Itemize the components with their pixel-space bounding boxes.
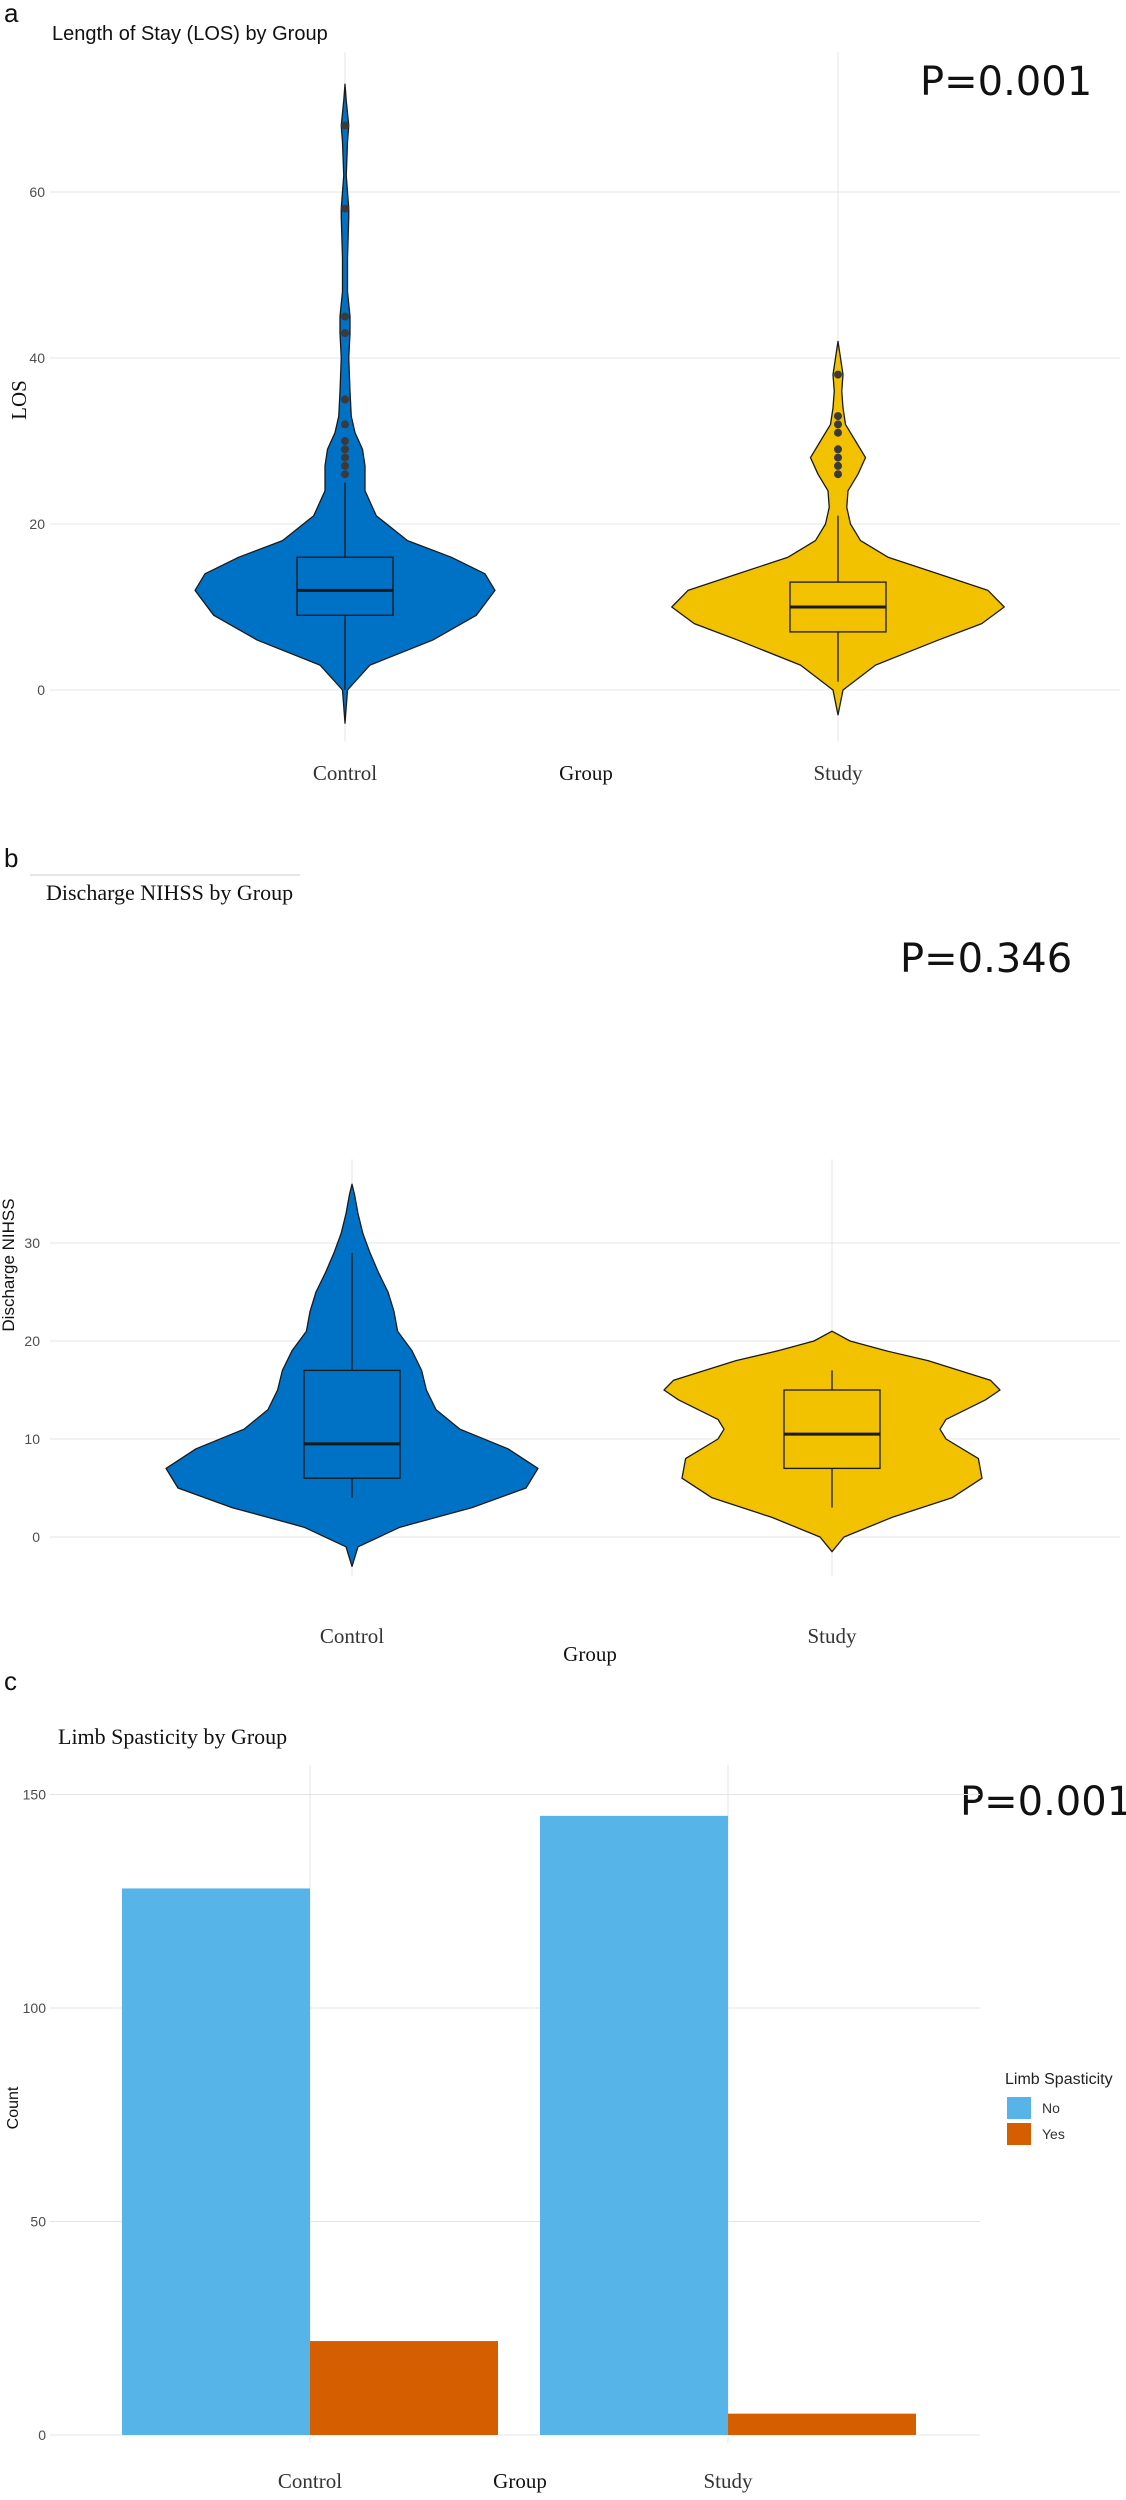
panel-c-y-label: Count [5, 2086, 22, 2129]
panel-a-x-label: Group [559, 761, 613, 785]
x-category-label: Study [807, 1624, 857, 1648]
outlier-point [341, 461, 349, 470]
y-tick-label: 0 [37, 682, 45, 698]
panel-c-spasticity: c Limb Spasticity by Group P=0.001 0 50 10… [4, 1666, 1126, 2493]
panel-b-x-label: Group [563, 1642, 617, 1666]
panel-c-legend: Limb Spasticity No Yes [1005, 2071, 1113, 2145]
y-tick-label: 20 [29, 516, 45, 532]
bar-study-no [540, 1815, 728, 2435]
panel-b-y-label: Discharge NIHSS [0, 1198, 18, 1331]
legend-label-yes: Yes [1042, 2126, 1065, 2142]
x-category-label: Control [278, 2469, 342, 2493]
panel-c-y-ticks: 0 50 100 150 [23, 1787, 47, 2444]
y-tick-label: 30 [24, 1235, 40, 1251]
y-tick-label: 10 [24, 1431, 40, 1447]
panel-c-x-label: Group [493, 2469, 547, 2493]
outlier-point [834, 445, 842, 454]
panel-a-grid [50, 52, 1120, 742]
outlier-point [341, 470, 349, 479]
outlier-point [834, 412, 842, 421]
panel-b-letter: b [4, 843, 18, 873]
outlier-point [341, 121, 349, 130]
y-tick-label: 0 [38, 2427, 46, 2443]
panel-c-p-value: P=0.001 [960, 1779, 1126, 1825]
x-category-label: Study [703, 2469, 753, 2493]
violin-control [194, 83, 496, 724]
outlier-point [341, 204, 349, 213]
panel-c-bars [122, 1815, 916, 2435]
outlier-point [834, 428, 842, 437]
iqr-box [783, 1389, 881, 1470]
legend-title: Limb Spasticity [1005, 2071, 1113, 2088]
outlier-point [341, 453, 349, 462]
iqr-box [296, 556, 394, 616]
panel-b-p-value: P=0.346 [900, 936, 1072, 982]
panel-a-boxes [296, 482, 887, 690]
outlier-point [341, 445, 349, 454]
panel-a-title: Length of Stay (LOS) by Group [52, 23, 328, 45]
panel-c-title: Limb Spasticity by Group [58, 1724, 287, 1749]
outlier-point [834, 470, 842, 479]
bar-control-no [122, 1888, 310, 2435]
outlier-point [834, 420, 842, 429]
panel-b-boxes [303, 1252, 881, 1508]
bar-study-yes [728, 2413, 916, 2435]
x-category-label: Control [313, 761, 377, 785]
y-tick-label: 20 [24, 1333, 40, 1349]
outlier-point [341, 329, 349, 338]
panel-a-los: a Length of Stay (LOS) by Group P=0.001 … [4, 0, 1120, 785]
legend-label-no: No [1042, 2100, 1060, 2116]
y-tick-label: 150 [23, 1787, 47, 1803]
panel-c-letter: c [4, 1666, 17, 1696]
panel-b-x-categories: Control Study [320, 1624, 857, 1648]
y-tick-label: 100 [23, 2000, 47, 2016]
panel-a-y-ticks: 0 20 40 60 [29, 184, 45, 698]
y-tick-label: 40 [29, 350, 45, 366]
outlier-point [834, 370, 842, 379]
panel-b-nihss: b Discharge NIHSS by Group P=0.346 0 10 20… [0, 843, 1120, 1666]
y-tick-label: 50 [30, 2214, 46, 2230]
outlier-point [341, 395, 349, 404]
panel-b-grid [50, 1159, 1120, 1577]
outlier-point [834, 453, 842, 462]
panel-a-y-label: LOS [7, 380, 31, 420]
panel-b-y-ticks: 0 10 20 30 [24, 1235, 40, 1545]
panel-b-violins [165, 1183, 1001, 1568]
legend-key-no [1007, 2097, 1031, 2119]
y-tick-label: 0 [32, 1529, 40, 1545]
x-category-label: Control [320, 1624, 384, 1648]
panel-a-x-categories: Control Study [313, 761, 863, 785]
panel-c-x-categories: Control Study [278, 2469, 753, 2493]
outlier-point [341, 420, 349, 429]
outlier-point [341, 312, 349, 321]
legend-key-yes [1007, 2123, 1031, 2145]
panel-b-title: Discharge NIHSS by Group [46, 880, 293, 905]
y-tick-label: 60 [29, 184, 45, 200]
outlier-point [341, 437, 349, 445]
x-category-label: Study [813, 761, 863, 785]
panel-a-outliers [341, 121, 842, 479]
bar-control-yes [310, 2341, 498, 2435]
iqr-box [303, 1369, 401, 1479]
panel-a-letter: a [4, 0, 19, 28]
outlier-point [834, 461, 842, 470]
panel-a-p-value: P=0.001 [920, 59, 1092, 105]
